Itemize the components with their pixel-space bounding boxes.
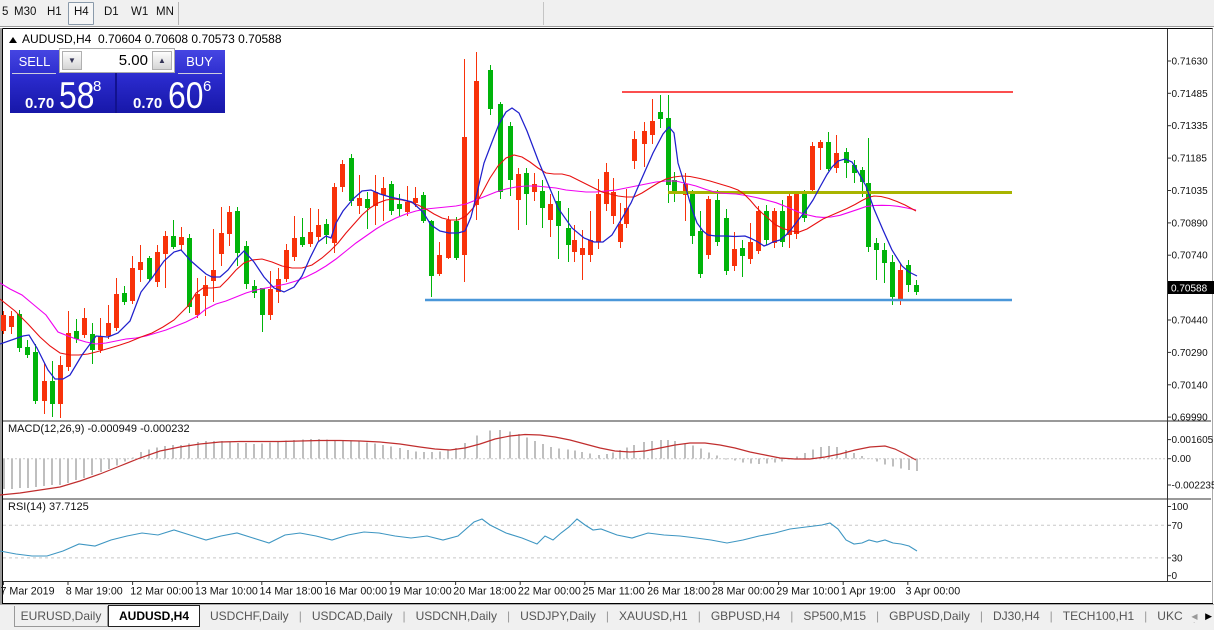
svg-text:0.71185: 0.71185 [1172,154,1208,165]
svg-text:0.70290: 0.70290 [1172,348,1209,359]
svg-text:RSI(14) 37.7125: RSI(14) 37.7125 [8,501,89,513]
svg-text:0.71485: 0.71485 [1172,89,1209,100]
svg-text:0.00: 0.00 [1172,454,1192,465]
svg-text:70: 70 [1172,521,1184,532]
svg-text:25 Mar 11:00: 25 Mar 11:00 [583,586,645,598]
svg-text:16 Mar 00:00: 16 Mar 00:00 [324,586,387,598]
svg-text:0.71630: 0.71630 [1172,57,1209,68]
svg-text:0.70440: 0.70440 [1172,316,1209,327]
svg-text:7 Mar 2019: 7 Mar 2019 [1,586,55,598]
svg-text:8 Mar 19:00: 8 Mar 19:00 [66,586,123,598]
svg-text:29 Mar 10:00: 29 Mar 10:00 [776,586,839,598]
svg-text:0.001605: 0.001605 [1172,435,1214,446]
svg-text:3 Apr 00:00: 3 Apr 00:00 [906,586,961,598]
svg-text:19 Mar 10:00: 19 Mar 10:00 [389,586,452,598]
svg-text:0.70740: 0.70740 [1172,251,1209,262]
svg-text:1 Apr 19:00: 1 Apr 19:00 [841,586,896,598]
svg-text:MACD(12,26,9) -0.000949 -0.000: MACD(12,26,9) -0.000949 -0.000232 [8,423,190,435]
svg-text:0.71335: 0.71335 [1172,121,1209,132]
svg-text:-0.002235: -0.002235 [1172,481,1214,492]
svg-text:100: 100 [1172,502,1189,513]
svg-text:0.71035: 0.71035 [1172,186,1209,197]
svg-text:0.70140: 0.70140 [1172,380,1209,391]
svg-text:30: 30 [1172,553,1184,564]
svg-text:13 Mar 10:00: 13 Mar 10:00 [195,586,258,598]
svg-text:0.70890: 0.70890 [1172,218,1209,229]
svg-text:0.69990: 0.69990 [1172,413,1209,424]
svg-text:14 Mar 18:00: 14 Mar 18:00 [260,586,323,598]
svg-text:26 Mar 18:00: 26 Mar 18:00 [647,586,710,598]
svg-text:0.70588: 0.70588 [1171,284,1208,295]
svg-text:0: 0 [1172,571,1178,582]
svg-text:20 Mar 18:00: 20 Mar 18:00 [453,586,516,598]
svg-text:28 Mar 00:00: 28 Mar 00:00 [712,586,775,598]
svg-text:12 Mar 00:00: 12 Mar 00:00 [130,586,193,598]
svg-text:22 Mar 00:00: 22 Mar 00:00 [518,586,581,598]
